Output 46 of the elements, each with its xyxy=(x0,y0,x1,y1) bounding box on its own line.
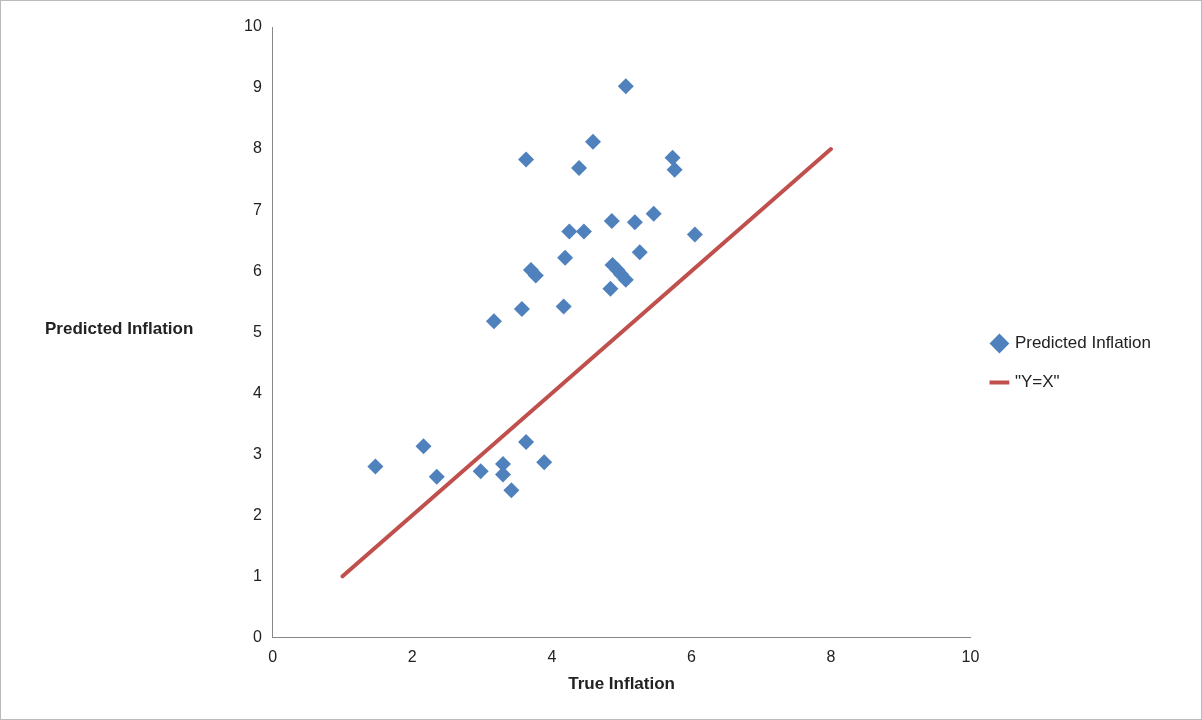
legend-label: "Y=X" xyxy=(1014,372,1060,392)
point xyxy=(645,205,662,222)
y-axis-title: Predicted Inflation xyxy=(45,319,194,339)
point xyxy=(555,298,572,315)
y-tick-label: 2 xyxy=(252,505,262,523)
y-tick-label: 7 xyxy=(252,200,262,218)
legend-label: Predicted Inflation xyxy=(1014,333,1152,353)
point xyxy=(666,161,683,178)
y-tick-label: 3 xyxy=(252,444,262,462)
point xyxy=(518,151,535,168)
x-tick-label: 0 xyxy=(268,648,278,666)
point xyxy=(415,438,432,455)
point xyxy=(428,468,445,485)
point xyxy=(513,301,530,318)
point xyxy=(485,313,502,330)
point xyxy=(617,78,634,95)
x-tick-label: 2 xyxy=(407,648,417,666)
point xyxy=(686,226,703,243)
point xyxy=(575,223,592,240)
y-tick-label: 8 xyxy=(252,139,262,157)
point xyxy=(557,249,574,266)
point xyxy=(664,149,681,166)
y-tick-label: 6 xyxy=(252,261,262,279)
point xyxy=(536,454,553,471)
x-tick-label: 8 xyxy=(826,648,836,666)
point xyxy=(603,213,620,230)
y-tick-label: 5 xyxy=(252,322,262,340)
y-tick-label: 10 xyxy=(244,17,262,35)
x-tick-label: 10 xyxy=(961,648,980,666)
point xyxy=(503,482,520,499)
point xyxy=(472,463,489,480)
point xyxy=(561,223,578,240)
point xyxy=(571,160,588,176)
point xyxy=(585,133,602,150)
point xyxy=(602,280,619,297)
point xyxy=(518,434,535,451)
point xyxy=(626,214,643,231)
y-tick-label: 0 xyxy=(252,627,262,645)
x-tick-label: 6 xyxy=(686,648,696,666)
point xyxy=(367,458,384,475)
x-axis-title: True Inflation xyxy=(568,674,675,694)
y-tick-label: 1 xyxy=(252,566,262,584)
y-tick-label: 9 xyxy=(252,78,262,96)
x-tick-label: 4 xyxy=(547,648,557,666)
y-tick-label: 4 xyxy=(252,383,262,401)
point xyxy=(631,244,648,261)
